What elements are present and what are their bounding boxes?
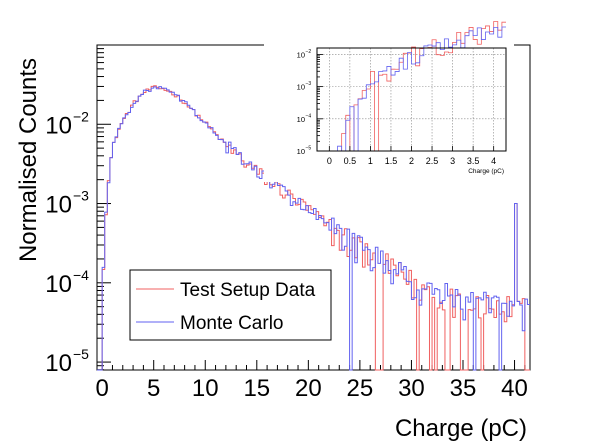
y-tick-exponent: −5 (73, 346, 89, 362)
x-axis-title: Charge (pC) (395, 415, 527, 442)
y-tick-exponent: −4 (73, 267, 89, 283)
legend: Test Setup Data Monte Carlo (129, 269, 332, 341)
inset-background (264, 42, 514, 182)
legend-box (129, 269, 332, 341)
inset-y-tick-label: 10 (297, 83, 305, 92)
y-tick-label: 10 (45, 192, 72, 219)
inset-y-tick-exponent: −4 (306, 113, 312, 119)
y-axis-title: Normalised Counts (15, 58, 42, 262)
y-tick-exponent: −2 (73, 108, 89, 124)
x-tick-label: 25 (347, 375, 374, 402)
y-tick-label: 10 (45, 112, 72, 139)
x-tick-label: 0 (95, 375, 108, 402)
histograms (97, 85, 530, 371)
legend-label-monte-carlo: Monte Carlo (180, 313, 284, 334)
x-tick-label: 30 (398, 375, 425, 402)
y-tick-label: 10 (45, 350, 72, 377)
inset-x-tick-label: 2 (409, 156, 414, 166)
x-tick-label: 40 (501, 375, 528, 402)
inset-x-tick-label: 1 (368, 156, 373, 166)
inset-y-axis-ticks: 10−510−410−310−2 (297, 49, 323, 156)
inset-x-tick-label: 2.5 (426, 156, 439, 166)
inset-x-tick-label: 0.5 (344, 156, 357, 166)
y-axis-ticks: 10−510−410−310−2 (45, 44, 111, 377)
x-axis-ticks: 0 5 10 15 20 25 30 35 40 (95, 360, 528, 402)
inset-y-tick-label: 10 (297, 115, 305, 124)
x-tick-label: 20 (295, 375, 322, 402)
legend-label-test-setup-data: Test Setup Data (180, 280, 316, 301)
inset-x-tick-label: 0 (327, 156, 332, 166)
inset-x-tick-label: 3.5 (467, 156, 480, 166)
inset-x-tick-label: 1.5 (385, 156, 398, 166)
inset-x-axis-ticks: 0 0.5 1 1.5 2 2.5 3 3.5 4 (327, 146, 496, 166)
inset-y-tick-label: 10 (297, 50, 305, 59)
inset-y-tick-exponent: −2 (306, 49, 312, 55)
inset-chart: 10−510−410−310−2 0 0.5 1 1.5 2 2.5 3 3.5 4 Charg… (264, 21, 514, 182)
x-tick-label: 15 (243, 375, 270, 402)
y-tick-label: 10 (45, 271, 72, 298)
y-tick-exponent: −3 (73, 188, 89, 204)
inset-x-axis-title: Charge (pC) (468, 168, 504, 175)
x-tick-label: 35 (450, 375, 477, 402)
inset-y-tick-label: 10 (297, 147, 305, 156)
inset-x-tick-label: 3 (450, 156, 455, 166)
inset-x-tick-label: 4 (491, 156, 496, 166)
x-tick-label: 5 (147, 375, 160, 402)
x-tick-label: 10 (192, 375, 219, 402)
inset-y-tick-exponent: −3 (306, 81, 312, 87)
inset-y-tick-exponent: −5 (306, 146, 312, 152)
series-monte-carlo (97, 86, 530, 371)
